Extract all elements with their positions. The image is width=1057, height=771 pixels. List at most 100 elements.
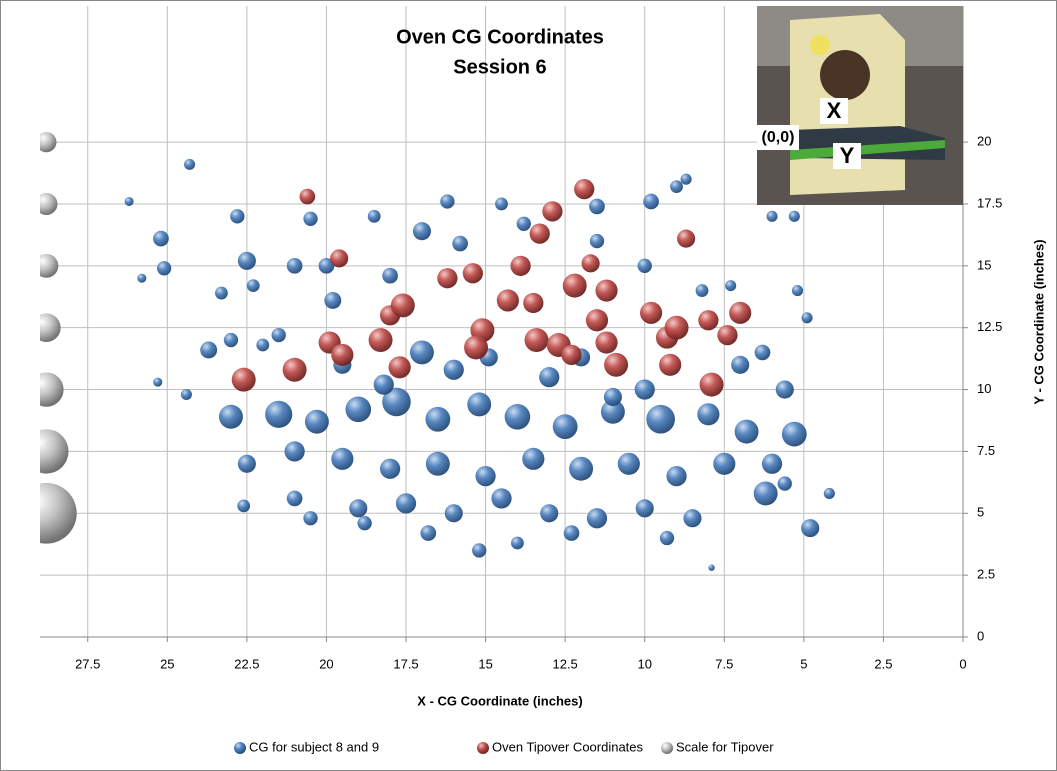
y-tick-label: 5 <box>977 505 984 520</box>
x-tick-label: 5 <box>800 656 807 671</box>
bubble <box>725 280 737 292</box>
bubble <box>511 536 524 550</box>
bubble <box>153 377 163 387</box>
legend-label: Oven Tipover Coordinates <box>492 739 644 754</box>
x-tick-label: 15 <box>478 656 492 671</box>
plot-area <box>40 131 835 571</box>
chart-subtitle: Session 6 <box>453 56 546 78</box>
bubble <box>729 301 752 324</box>
bubble <box>180 388 192 401</box>
bubble <box>753 481 778 506</box>
grid <box>40 6 968 642</box>
bubble <box>472 543 487 558</box>
bubble <box>256 338 270 352</box>
bubble <box>303 211 318 226</box>
bubble <box>695 284 709 297</box>
bubble <box>412 222 431 241</box>
bubble <box>540 504 559 523</box>
bubble <box>40 131 57 153</box>
x-tick-label: 27.5 <box>75 656 100 671</box>
bubble <box>683 509 702 528</box>
bubble <box>425 406 451 432</box>
bubble <box>282 357 307 382</box>
bubble <box>200 341 218 359</box>
bubble <box>330 249 349 268</box>
bubble <box>666 466 687 487</box>
bubble <box>230 209 245 224</box>
bubble <box>265 400 293 428</box>
bubble <box>734 419 759 444</box>
y-tick-label: 15 <box>977 257 991 272</box>
bubble <box>382 267 398 284</box>
bubble <box>153 230 169 247</box>
bubble <box>299 188 316 205</box>
x-tick-label: 0 <box>959 656 966 671</box>
bubble <box>379 458 401 479</box>
bubble <box>539 367 560 388</box>
bubble <box>286 257 303 274</box>
bubble <box>124 196 134 207</box>
bubble <box>373 374 394 395</box>
bubble <box>708 564 715 571</box>
x-tick-label: 20 <box>319 656 333 671</box>
bubble <box>600 399 625 424</box>
bubble <box>504 403 531 430</box>
bubble <box>237 454 256 473</box>
bubble <box>761 453 783 474</box>
bubble <box>40 482 77 544</box>
bubble <box>699 372 724 397</box>
bubble <box>659 353 682 376</box>
y-tick-label: 2.5 <box>977 567 995 582</box>
bubble <box>670 180 683 194</box>
x-tick-label: 17.5 <box>393 656 418 671</box>
bubble <box>184 158 196 170</box>
bubble <box>318 257 335 274</box>
bubble <box>357 516 372 531</box>
bubble <box>331 447 354 470</box>
bubble <box>542 201 563 222</box>
bubble <box>237 251 256 270</box>
bubble <box>677 229 696 248</box>
legend: CG for subject 8 and 9 Oven Tipover Coord… <box>234 739 774 754</box>
legend-marker <box>234 742 246 754</box>
bubble <box>40 192 58 216</box>
bubble <box>395 493 417 514</box>
legend-marker <box>477 742 489 754</box>
bubble <box>637 258 652 273</box>
bubble <box>467 392 492 417</box>
bubble <box>603 387 622 407</box>
bubble <box>349 499 368 518</box>
bubble <box>775 380 794 399</box>
bubble <box>223 332 239 348</box>
x-tick-label: 10 <box>637 656 651 671</box>
x-tick-label: 25 <box>160 656 174 671</box>
bubble <box>440 194 455 209</box>
bubble <box>717 324 738 346</box>
bubble <box>766 210 778 222</box>
bubble <box>586 508 608 529</box>
x-tick-label: 7.5 <box>715 656 733 671</box>
bubble <box>324 292 342 309</box>
bubble <box>635 499 654 518</box>
bubble <box>388 356 411 379</box>
inset-label: (0,0) <box>762 129 795 146</box>
bubble <box>581 254 600 273</box>
bubble <box>562 273 587 298</box>
bubble <box>495 197 508 211</box>
bubble <box>475 466 496 487</box>
bubble <box>462 263 483 284</box>
bubble <box>218 404 243 429</box>
bubble <box>529 223 550 244</box>
bubble <box>437 268 458 289</box>
bubble <box>510 255 531 276</box>
y-axis-title: Y - CG Coordinate (inches) <box>1031 239 1046 404</box>
y-tick-label: 20 <box>977 134 991 149</box>
y-tick-label: 7.5 <box>977 443 995 458</box>
x-tick-label: 2.5 <box>874 656 892 671</box>
bubble <box>522 447 545 470</box>
bubble <box>40 372 64 407</box>
bubble <box>585 309 609 332</box>
bubble <box>561 344 582 366</box>
bubble <box>382 387 411 417</box>
bubble <box>246 279 260 293</box>
